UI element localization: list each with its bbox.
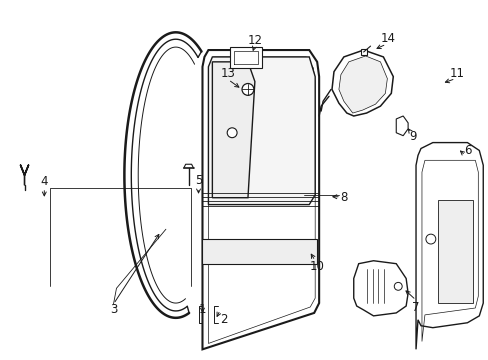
Text: 5: 5 bbox=[194, 174, 202, 186]
Circle shape bbox=[425, 234, 435, 244]
Circle shape bbox=[242, 84, 253, 95]
Text: 1: 1 bbox=[198, 303, 206, 316]
Polygon shape bbox=[202, 50, 319, 349]
Polygon shape bbox=[208, 57, 315, 204]
Text: 3: 3 bbox=[110, 303, 117, 316]
Text: 11: 11 bbox=[449, 67, 464, 80]
Polygon shape bbox=[395, 116, 407, 136]
Polygon shape bbox=[202, 239, 317, 264]
Text: 2: 2 bbox=[220, 313, 227, 326]
Text: 6: 6 bbox=[463, 144, 470, 157]
Text: 14: 14 bbox=[380, 32, 395, 45]
Text: 10: 10 bbox=[309, 260, 324, 273]
Text: 4: 4 bbox=[41, 175, 48, 189]
Polygon shape bbox=[212, 62, 254, 198]
Polygon shape bbox=[230, 47, 261, 68]
Circle shape bbox=[393, 282, 401, 290]
Text: 7: 7 bbox=[411, 301, 419, 315]
Polygon shape bbox=[331, 50, 392, 116]
Polygon shape bbox=[415, 143, 482, 349]
Text: 12: 12 bbox=[247, 34, 262, 47]
Text: 13: 13 bbox=[220, 67, 235, 80]
Circle shape bbox=[227, 128, 237, 138]
Polygon shape bbox=[353, 261, 407, 316]
Text: 9: 9 bbox=[408, 130, 416, 143]
Polygon shape bbox=[338, 56, 386, 113]
Polygon shape bbox=[437, 200, 472, 303]
Text: 8: 8 bbox=[340, 191, 347, 204]
